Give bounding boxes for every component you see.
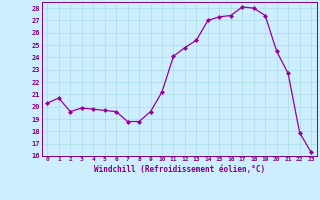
X-axis label: Windchill (Refroidissement éolien,°C): Windchill (Refroidissement éolien,°C) <box>94 165 265 174</box>
